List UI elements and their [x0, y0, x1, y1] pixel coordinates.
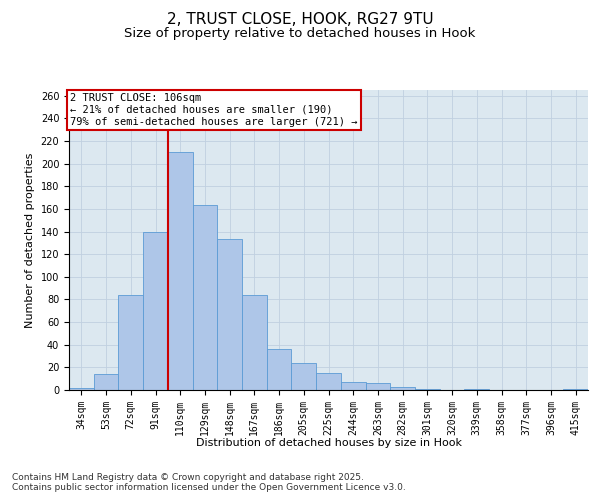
Bar — [69, 388, 94, 390]
Bar — [217, 240, 242, 390]
Bar — [563, 389, 588, 390]
Bar — [316, 373, 341, 390]
Bar — [94, 374, 118, 390]
Bar — [168, 152, 193, 390]
Bar — [365, 383, 390, 390]
Bar — [341, 382, 365, 390]
Bar — [267, 349, 292, 390]
Bar — [292, 363, 316, 390]
Bar — [193, 206, 217, 390]
Text: 2 TRUST CLOSE: 106sqm
← 21% of detached houses are smaller (190)
79% of semi-det: 2 TRUST CLOSE: 106sqm ← 21% of detached … — [70, 94, 358, 126]
Bar — [415, 389, 440, 390]
Bar — [390, 386, 415, 390]
Bar — [464, 389, 489, 390]
Text: Contains HM Land Registry data © Crown copyright and database right 2025.
Contai: Contains HM Land Registry data © Crown c… — [12, 473, 406, 492]
Bar — [143, 232, 168, 390]
Y-axis label: Number of detached properties: Number of detached properties — [25, 152, 35, 328]
X-axis label: Distribution of detached houses by size in Hook: Distribution of detached houses by size … — [196, 438, 461, 448]
Text: 2, TRUST CLOSE, HOOK, RG27 9TU: 2, TRUST CLOSE, HOOK, RG27 9TU — [167, 12, 433, 28]
Bar — [242, 295, 267, 390]
Bar — [118, 295, 143, 390]
Text: Size of property relative to detached houses in Hook: Size of property relative to detached ho… — [124, 28, 476, 40]
